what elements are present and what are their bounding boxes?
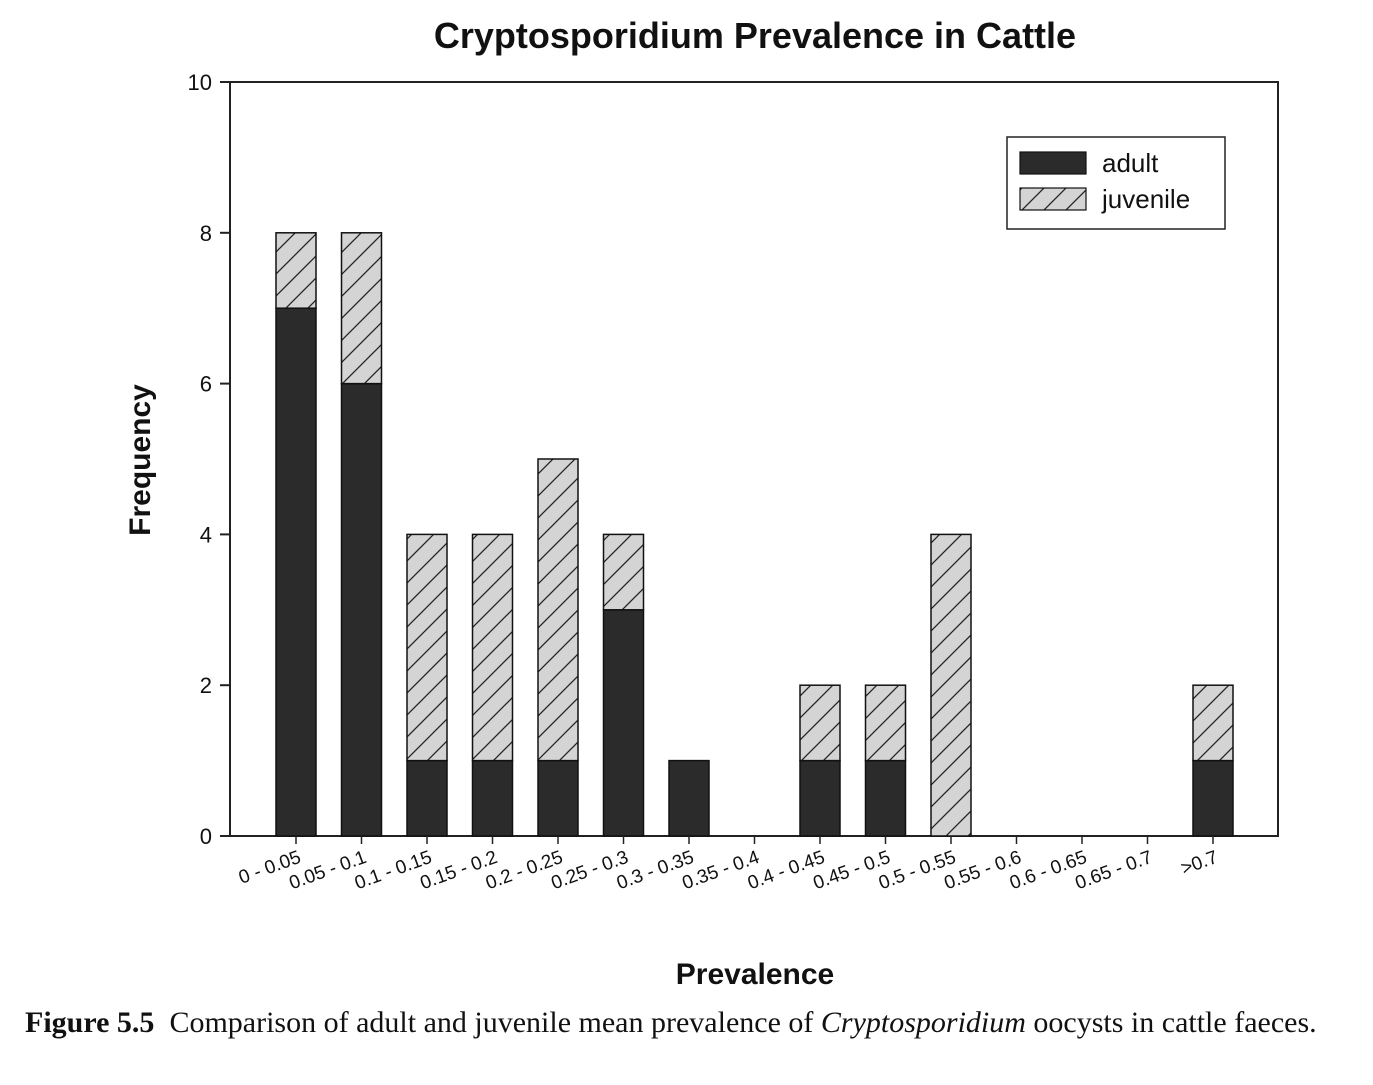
legend-label-adult: adult [1102,148,1159,178]
bar-juvenile [602,533,645,611]
bar-juvenile [930,533,972,837]
bar-juvenile [864,684,907,762]
caption-italic: Cryptosporidium [820,1006,1026,1039]
chart-title: Cryptosporidium Prevalence in Cattle [434,15,1076,56]
bar-adult [406,759,448,837]
bar-adult [864,759,907,837]
bar-adult [340,382,383,837]
caption-text-before: Comparison of adult and juvenile mean pr… [169,1006,814,1039]
bar-adult [471,759,514,837]
bar-adult [1192,759,1234,837]
bar-juvenile [799,684,841,762]
bar-juvenile [275,232,317,309]
caption-label: Figure 5.5 [25,1006,155,1039]
bar-juvenile [471,533,514,762]
chart: Cryptosporidium Prevalence in Cattle 0 2 4… [124,15,1279,991]
bar-juvenile [406,533,448,762]
bar-juvenile [340,232,383,385]
legend-swatch-adult [1019,151,1087,175]
bar-juvenile [1192,684,1234,762]
y-tick-label: 0 [200,824,212,849]
y-tick-label: 4 [200,522,212,547]
y-tick-label: 8 [200,221,212,246]
y-tick-label: 10 [188,70,212,95]
bar-adult [537,759,579,837]
legend-label-juvenile: juvenile [1101,184,1190,214]
bar-adult [799,759,841,837]
x-axis-label: Prevalence [676,958,834,991]
y-tick-label: 2 [200,673,212,698]
bar-juvenile [537,458,579,762]
legend-swatch-juvenile [1019,187,1087,211]
y-tick-label: 6 [200,372,212,397]
bar-adult [602,609,645,837]
x-tick-label: >0.7 [1178,847,1220,880]
caption-text-after: oocysts in cattle faeces. [1033,1006,1317,1039]
bar-adult [668,759,710,837]
figure-caption: Figure 5.5 Comparison of adult and juven… [25,1006,1365,1040]
bar-adult [275,307,317,837]
y-axis-label: Frequency [124,384,157,536]
